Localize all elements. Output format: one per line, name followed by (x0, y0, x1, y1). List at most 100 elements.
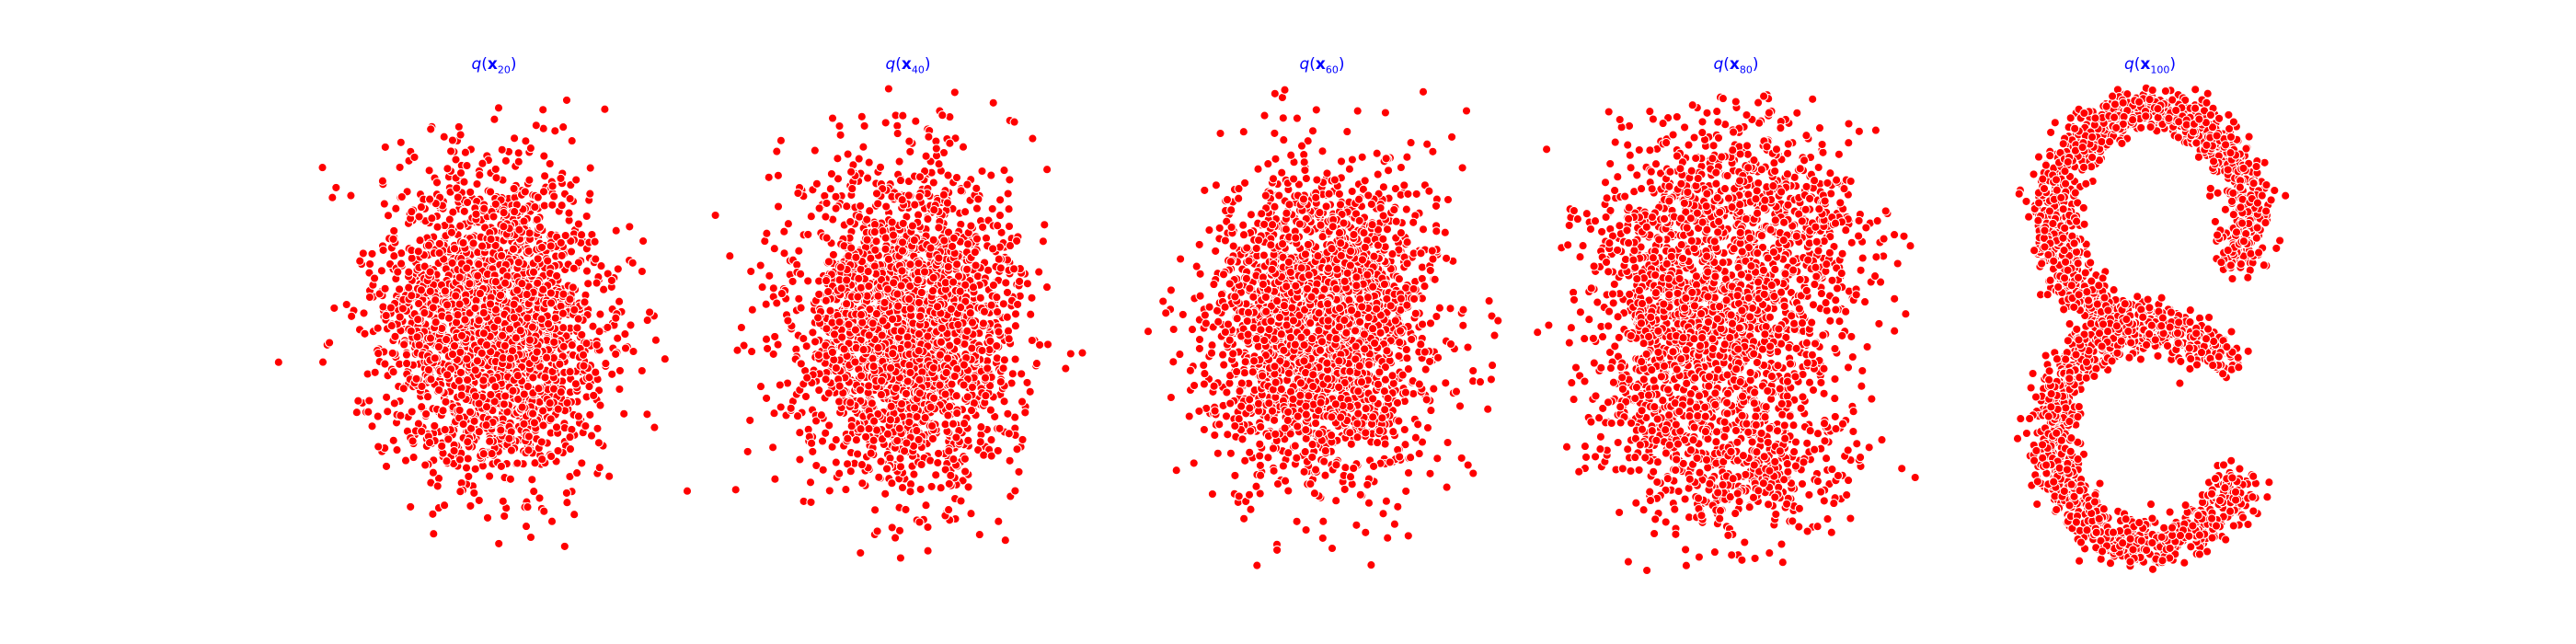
data-point (877, 330, 887, 340)
data-point (810, 145, 820, 155)
data-point (868, 416, 880, 426)
data-point (367, 421, 377, 431)
data-point (522, 289, 532, 300)
data-point (481, 339, 492, 351)
data-point (468, 238, 478, 248)
data-point (1005, 240, 1016, 251)
data-point (823, 388, 834, 398)
data-point (870, 245, 880, 255)
data-point (374, 442, 384, 452)
data-point (627, 258, 638, 268)
data-point (893, 301, 903, 311)
data-point (470, 391, 481, 401)
data-point (569, 510, 580, 520)
data-point (615, 365, 626, 376)
data-point (462, 197, 473, 208)
data-point (477, 158, 488, 168)
data-point (821, 275, 832, 286)
data-point (637, 365, 647, 376)
data-point (916, 459, 926, 470)
data-point (904, 136, 914, 146)
data-point (873, 291, 883, 301)
data-point (761, 393, 772, 404)
data-point (490, 164, 500, 175)
data-point (561, 95, 572, 106)
data-point (1025, 386, 1035, 397)
data-point (1010, 354, 1020, 364)
data-point (614, 296, 625, 306)
data-point (601, 358, 611, 369)
data-point (856, 282, 867, 293)
data-point (539, 506, 549, 516)
data-point (489, 212, 499, 222)
data-point (837, 332, 847, 342)
data-point (912, 411, 922, 422)
data-point (524, 335, 535, 345)
data-point (531, 121, 541, 131)
data-point (1041, 165, 1052, 175)
data-point (999, 397, 1009, 407)
data-point (551, 422, 562, 432)
data-point (559, 541, 569, 552)
data-point (1003, 189, 1013, 199)
data-point (417, 402, 427, 412)
data-point (761, 299, 771, 309)
data-point (776, 288, 788, 299)
data-point (962, 239, 973, 249)
data-point (1001, 278, 1011, 288)
data-point (387, 348, 397, 359)
data-point (958, 142, 969, 152)
data-point (933, 448, 944, 459)
data-point (1004, 221, 1015, 232)
data-point (485, 299, 496, 309)
data-point (822, 198, 832, 209)
data-point (1042, 339, 1053, 350)
data-point (915, 484, 926, 495)
data-point (795, 428, 805, 438)
data-point (433, 341, 444, 352)
data-point (455, 221, 466, 231)
data-point (434, 238, 444, 249)
data-point (867, 398, 877, 408)
data-point (625, 222, 635, 232)
data-point (398, 384, 408, 394)
data-point (453, 310, 463, 320)
data-point (581, 420, 591, 431)
data-point (529, 486, 539, 497)
data-point (794, 293, 804, 304)
data-point (977, 345, 987, 356)
data-point (911, 116, 921, 126)
data-point (556, 173, 566, 184)
data-point (536, 242, 547, 253)
data-point (439, 132, 449, 142)
data-point (874, 472, 884, 482)
data-point (388, 435, 398, 445)
data-point (660, 354, 670, 364)
data-point (1007, 369, 1018, 379)
data-point (496, 425, 506, 435)
data-point (380, 283, 390, 293)
data-point (462, 263, 472, 273)
data-point (976, 421, 986, 432)
data-point (851, 252, 861, 262)
data-point (426, 374, 436, 385)
data-point (478, 328, 489, 339)
data-point (1002, 287, 1013, 298)
data-point (430, 420, 440, 431)
data-point (845, 216, 856, 227)
data-point (550, 313, 560, 323)
data-point (594, 463, 604, 473)
data-point (880, 244, 891, 254)
data-point (538, 105, 548, 115)
data-point (993, 445, 1003, 456)
data-point (887, 217, 897, 227)
data-point (557, 250, 567, 261)
data-point (407, 206, 417, 217)
data-point (905, 367, 915, 378)
data-point (926, 243, 936, 253)
data-point (533, 192, 543, 202)
data-point (389, 398, 399, 408)
data-point (523, 313, 533, 323)
data-point (409, 152, 420, 163)
data-point (811, 178, 822, 189)
